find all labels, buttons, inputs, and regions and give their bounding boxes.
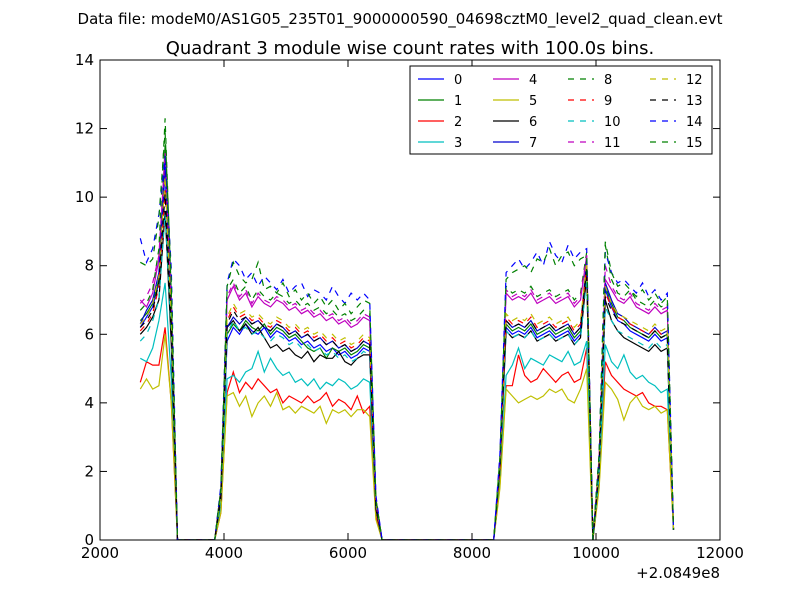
series-line-5 [139,334,675,540]
legend-label-11: 11 [604,136,621,151]
legend-label-8: 8 [604,73,612,88]
series-line-3 [140,282,675,540]
series-line-15 [140,131,675,540]
series-line-14 [139,155,675,540]
legend-label-5: 5 [529,94,537,109]
series-line-11 [139,152,675,540]
series-line-9 [139,190,675,540]
x-offset-label: +2.0849e8 [636,564,720,582]
y-tick-label: 6 [84,325,94,343]
axes-frame [99,59,721,541]
legend-label-12: 12 [686,73,703,88]
series-line-12 [139,176,675,540]
x-tick-label: 12000 [696,544,744,562]
series-line-4 [139,162,675,540]
x-tick-label: 6000 [329,544,367,562]
legend-label-14: 14 [686,115,703,130]
legend-label-15: 15 [686,136,703,151]
series-line-0 [139,169,675,540]
legend-label-13: 13 [686,94,703,109]
legend-label-7: 7 [529,136,537,151]
y-tick-label: 14 [75,51,94,69]
x-tick-label: 10000 [572,544,620,562]
legend-box [409,65,713,155]
series-line-8 [139,118,675,540]
series-line-7 [139,159,675,540]
x-tick-label: 8000 [453,544,491,562]
x-tick-label: 4000 [205,544,243,562]
plot-area: 2000 4000 6000 8000 10000 1200002468101214012… [75,51,744,562]
series-line-2 [139,327,675,540]
legend-label-6: 6 [529,115,537,130]
y-tick-label: 2 [84,462,94,480]
y-tick-label: 8 [84,257,94,275]
legend-label-1: 1 [454,94,462,109]
data-file-header: Data file: modeM0/AS1G05_235T01_90000005… [78,10,723,29]
series-line-1 [139,145,675,540]
y-tick-label: 10 [75,188,94,206]
legend-label-4: 4 [529,73,537,88]
chart-title: Quadrant 3 module wise count rates with … [166,38,655,59]
y-tick-label: 12 [75,120,94,138]
legend-label-9: 9 [604,94,612,109]
x-tick-label: 2000 [81,544,119,562]
legend-label-10: 10 [604,115,621,130]
legend-label-0: 0 [454,73,462,88]
series-line-13 [139,193,675,540]
y-tick-label: 4 [84,394,94,412]
legend-label-2: 2 [454,115,462,130]
legend-label-3: 3 [454,136,462,151]
y-tick-label: 0 [84,531,94,549]
series-group [139,118,675,540]
